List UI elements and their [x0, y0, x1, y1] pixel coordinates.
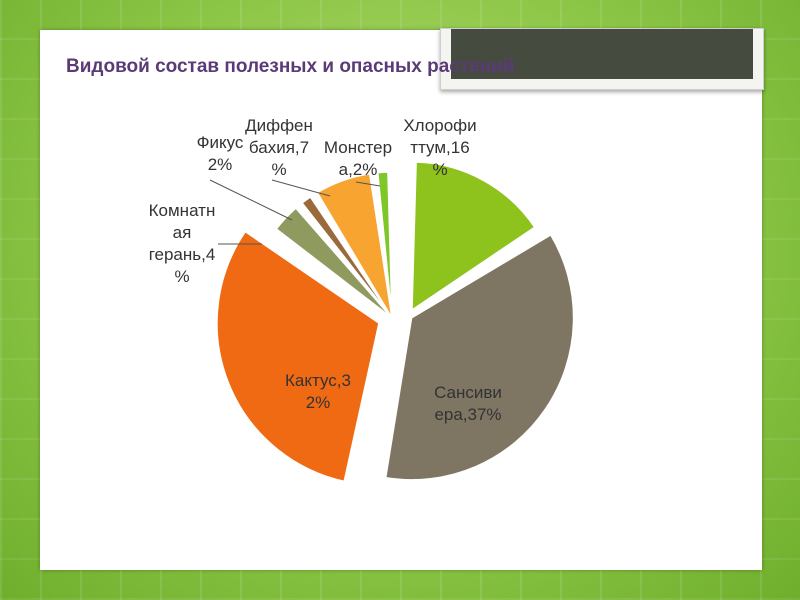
pie-slice-4	[275, 207, 393, 319]
pie-slice-2	[384, 233, 575, 481]
pie-slice-1	[411, 161, 536, 312]
leader-line-5	[209, 179, 293, 221]
photo-placeholder	[451, 29, 753, 79]
data-label-5: Фикус 2%	[197, 133, 244, 174]
data-label-3: Кактус,3 2%	[285, 371, 351, 412]
data-label-4: Комнатн ая герань,4%	[149, 201, 216, 286]
pie-slice-5	[301, 195, 393, 319]
leader-line-7	[355, 181, 381, 187]
leader-line-6	[271, 179, 331, 197]
chart-title: Видовой состав полезных и опасных растен…	[66, 56, 515, 77]
pie-slice-7	[376, 171, 393, 319]
photo-frame	[440, 28, 764, 90]
data-label-1: Хлорофи ттум,16%	[403, 116, 476, 179]
data-label-7: Монстер а,2%	[324, 138, 392, 179]
data-label-2: Сансиви ера,37%	[434, 383, 502, 424]
pie-slice-3	[216, 230, 380, 483]
data-label-6: Диффен бахия,7%	[245, 116, 313, 179]
